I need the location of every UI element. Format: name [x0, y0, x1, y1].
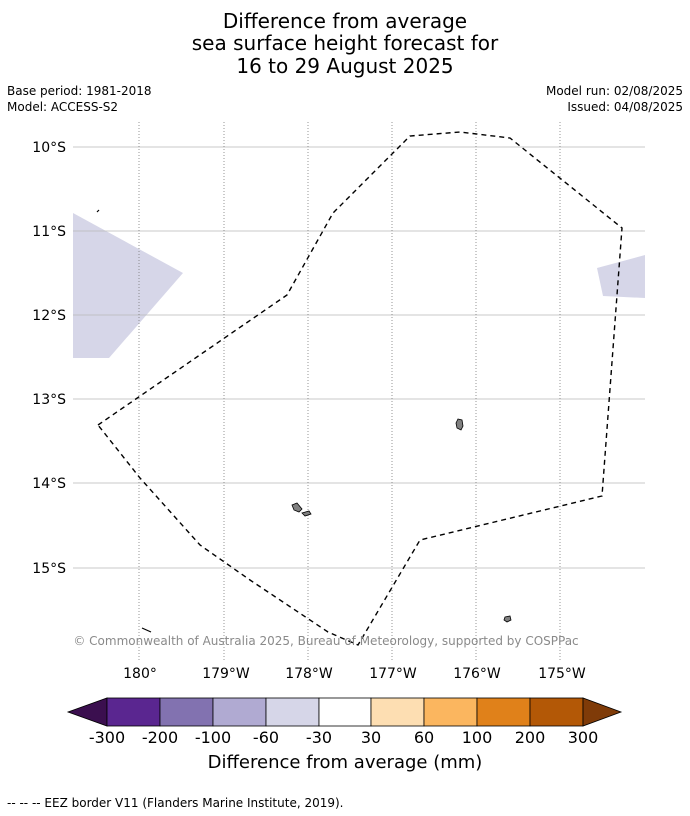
lon-label-177w: 177°W [369, 666, 417, 682]
lon-label-175w: 175°W [538, 666, 586, 682]
colorbar-swatch-8 [476, 697, 531, 727]
title-line-3: 16 to 29 August 2025 [236, 54, 454, 78]
islands [291, 418, 512, 623]
model-text: Model: ACCESS-S2 [7, 100, 119, 114]
colorbar-tick-300: 300 [567, 728, 599, 747]
colorbar-tick-100: 100 [461, 728, 493, 747]
model-run-text: Model run: 02/08/2025 [545, 84, 683, 98]
colorbar-title: Difference from average (mm) [207, 752, 483, 773]
colorbar-tick-m30: -30 [305, 728, 333, 747]
lat-labels: 10°S 11°S 12°S 13°S 14°S 15°S [32, 140, 66, 577]
colorbar-extend-low [66, 697, 108, 727]
colorbar-swatch-4 [265, 697, 320, 727]
anomaly-region-east [597, 255, 645, 298]
lat-label-14s: 14°S [32, 476, 66, 492]
eez-legend-footer: -- -- -- EEZ border V11 (Flanders Marine… [7, 796, 344, 810]
colorbar-swatch-3 [212, 697, 267, 727]
colorbar-extend-high [582, 697, 623, 727]
colorbar-tick-m60: -60 [252, 728, 280, 747]
lat-label-15s: 15°S [32, 561, 66, 577]
colorbar-tick-m200: -200 [141, 728, 179, 747]
eez-border-fragment-south [141, 627, 152, 633]
lon-labels: 180° 179°W 178°W 177°W 176°W 175°W [123, 666, 586, 682]
colorbar-swatch-9 [529, 697, 584, 727]
island-lau-small [301, 510, 312, 517]
island-southeast [503, 615, 512, 623]
lon-label-179w: 179°W [202, 666, 250, 682]
lon-gridlines [138, 122, 561, 660]
title-line-1: Difference from average [222, 9, 468, 33]
colorbar-swatch-6 [370, 697, 425, 727]
lat-gridlines [73, 146, 645, 569]
lat-label-11s: 11°S [32, 224, 66, 240]
colorbar [66, 697, 623, 727]
colorbar-tick-60: 60 [413, 728, 435, 747]
lon-label-176w: 176°W [453, 666, 501, 682]
base-period-text: Base period: 1981-2018 [7, 84, 152, 98]
eez-border-fragment [96, 209, 100, 213]
island-lau-group [291, 502, 303, 513]
colorbar-tick-200: 200 [514, 728, 546, 747]
lat-label-12s: 12°S [32, 308, 66, 324]
lon-label-180: 180° [123, 666, 157, 682]
island-north [455, 418, 464, 431]
colorbar-tick-m100: -100 [194, 728, 232, 747]
lon-label-178w: 178°W [285, 666, 333, 682]
issued-text: Issued: 04/08/2025 [567, 100, 683, 114]
eez-border [97, 131, 623, 646]
colorbar-swatch-1 [106, 697, 161, 727]
title-line-2: sea surface height forecast for [191, 31, 499, 55]
lat-label-10s: 10°S [32, 140, 66, 156]
colorbar-swatch-7 [423, 697, 478, 727]
lat-label-13s: 13°S [32, 392, 66, 408]
copyright-text: © Commonwealth of Australia 2025, Bureau… [73, 634, 578, 648]
colorbar-swatch-2 [159, 697, 214, 727]
colorbar-tick-30: 30 [360, 728, 382, 747]
anomaly-region-west [73, 213, 183, 358]
colorbar-swatch-5 [318, 697, 372, 727]
colorbar-tick-m300: -300 [88, 728, 126, 747]
